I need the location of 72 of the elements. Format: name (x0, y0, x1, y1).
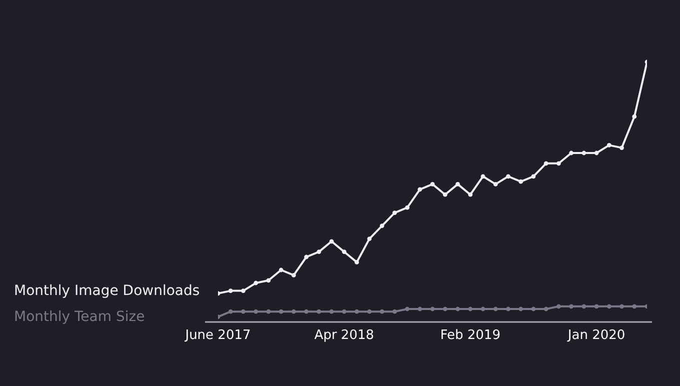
point (544, 306, 548, 312)
point (316, 309, 322, 314)
point (594, 150, 599, 156)
point (354, 309, 359, 314)
point (430, 182, 435, 186)
point (266, 278, 271, 283)
point (292, 273, 296, 278)
point (493, 182, 498, 186)
point (569, 150, 574, 156)
point (392, 309, 397, 314)
point (506, 174, 510, 179)
point (620, 304, 624, 309)
point (531, 174, 536, 179)
point (392, 210, 397, 215)
point (367, 236, 372, 241)
point (456, 306, 460, 312)
point (304, 309, 309, 314)
point (594, 304, 599, 309)
point (620, 146, 624, 150)
point (342, 250, 346, 254)
point (304, 254, 309, 260)
point (241, 288, 246, 293)
point (456, 182, 460, 186)
point (556, 161, 561, 166)
point (493, 306, 498, 312)
point (556, 304, 561, 309)
point (418, 306, 422, 312)
point (632, 114, 637, 119)
point (632, 304, 637, 309)
point (329, 239, 334, 244)
point (480, 174, 486, 179)
point (442, 192, 448, 197)
point (254, 309, 258, 314)
point (518, 306, 524, 312)
point (316, 250, 322, 254)
point (405, 205, 410, 210)
point (582, 150, 586, 156)
point (506, 306, 510, 312)
point (278, 309, 284, 314)
point (468, 192, 473, 197)
point (606, 304, 612, 309)
point (367, 309, 372, 314)
point (228, 288, 233, 293)
point (518, 179, 524, 184)
point (468, 306, 473, 312)
point (606, 143, 612, 148)
x-tick-label: Apr 2018 (314, 328, 374, 344)
point (278, 268, 284, 272)
point (430, 306, 435, 312)
point (380, 309, 384, 314)
x-tick-label: Jan 2020 (566, 328, 626, 344)
point (342, 309, 346, 314)
text: Monthly Team Size (14, 308, 146, 327)
point (480, 306, 486, 312)
point (266, 309, 271, 314)
point (569, 304, 574, 309)
x-tick-label: June 2017 (184, 328, 251, 344)
point (442, 306, 448, 312)
point (329, 309, 334, 314)
point (582, 304, 586, 309)
point (228, 309, 233, 314)
point (405, 306, 410, 312)
point (354, 260, 359, 264)
point (254, 280, 258, 286)
point (418, 187, 422, 192)
point (544, 161, 548, 166)
point (531, 306, 536, 312)
x-tick-label: Feb 2019 (440, 328, 500, 344)
point (380, 224, 384, 228)
point (241, 309, 246, 314)
series-label: Monthly Image Downloads (14, 282, 200, 301)
point (292, 309, 296, 314)
